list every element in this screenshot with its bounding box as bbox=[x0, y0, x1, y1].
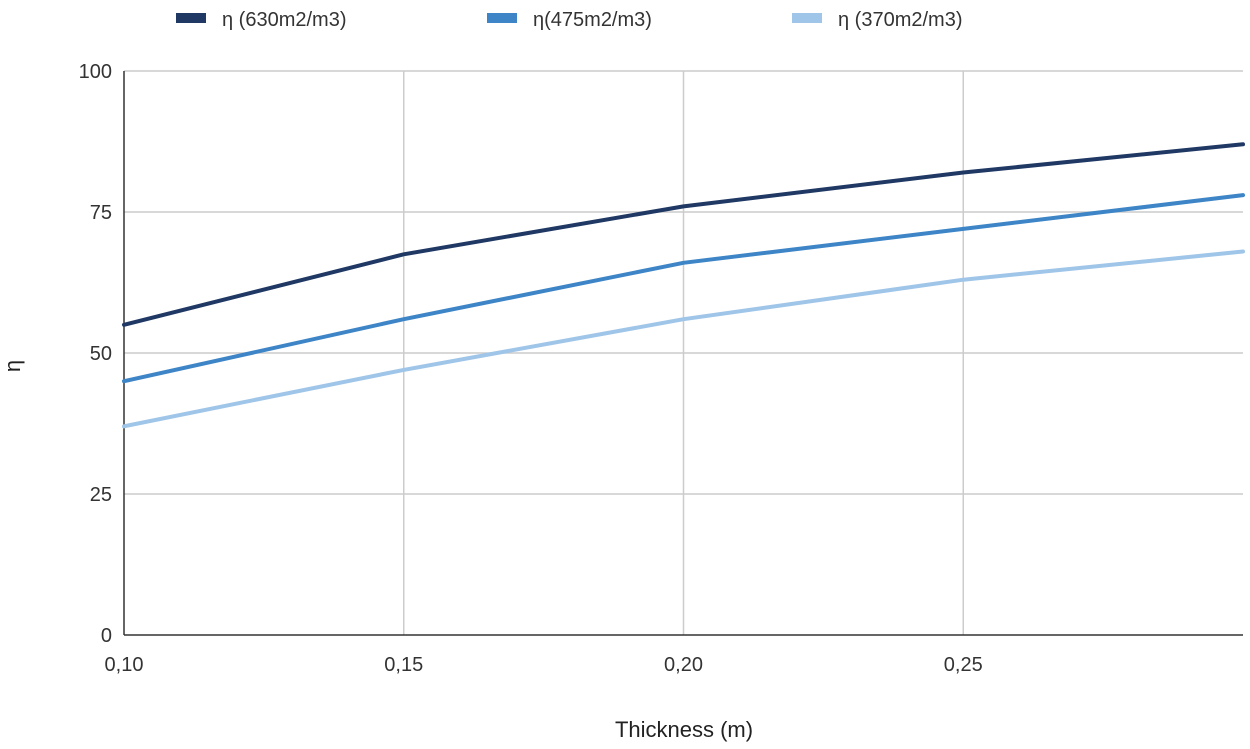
y-tick-label: 25 bbox=[90, 484, 112, 506]
y-axis-label: η bbox=[0, 360, 25, 372]
x-tick-label: 0,20 bbox=[664, 654, 703, 676]
y-axis-ticks: 0 25 50 75 100 bbox=[79, 61, 112, 647]
legend-label-1: η (630m2/m3) bbox=[222, 9, 347, 31]
y-tick-label: 100 bbox=[79, 61, 112, 83]
series-line-1 bbox=[122, 142, 1245, 327]
x-axis-label: Thickness (m) bbox=[615, 717, 753, 742]
axes bbox=[123, 71, 1243, 636]
series-line-3 bbox=[122, 249, 1245, 429]
legend-swatch-2 bbox=[487, 13, 517, 23]
x-tick-label: 0,10 bbox=[105, 654, 144, 676]
series-lines bbox=[122, 142, 1245, 429]
x-axis-ticks: 0,10 0,15 0,20 0,25 bbox=[105, 654, 983, 676]
y-tick-label: 75 bbox=[90, 202, 112, 224]
x-tick-label: 0,25 bbox=[944, 654, 983, 676]
gridlines bbox=[124, 70, 1243, 635]
x-tick-label: 0,15 bbox=[384, 654, 423, 676]
legend: η (630m2/m3) η(475m2/m3) η (370m2/m3) bbox=[176, 9, 963, 31]
legend-swatch-3 bbox=[792, 13, 822, 23]
legend-label-3: η (370m2/m3) bbox=[838, 9, 963, 31]
series-line-2 bbox=[122, 193, 1245, 384]
legend-label-2: η(475m2/m3) bbox=[533, 9, 652, 31]
y-tick-label: 50 bbox=[90, 343, 112, 365]
legend-swatch-1 bbox=[176, 13, 206, 23]
y-tick-label: 0 bbox=[101, 625, 112, 647]
